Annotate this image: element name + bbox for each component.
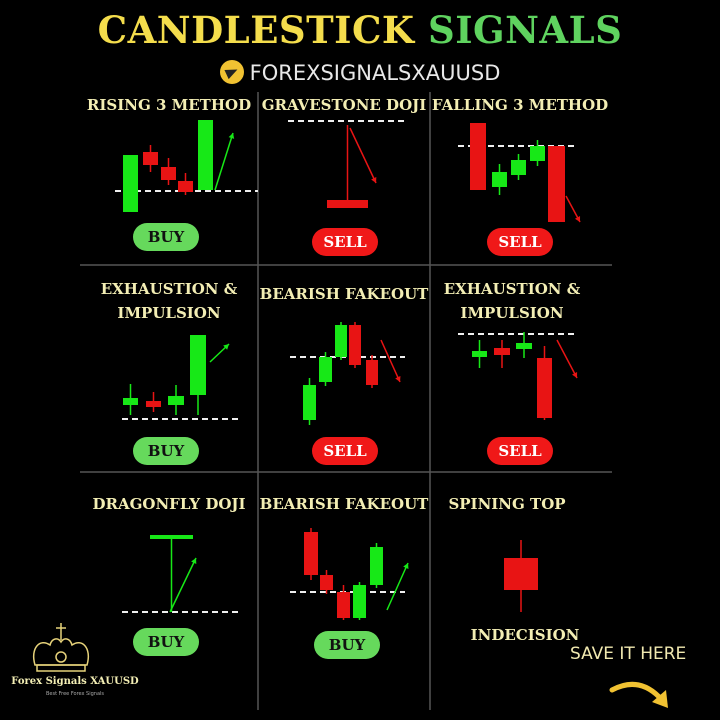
bearish-candle [548,146,565,222]
bearish-candle [146,401,161,407]
sell-badge: SELL [487,437,553,465]
bullish-candle [472,351,487,357]
trend-arrow [556,339,578,379]
bullish-candle [123,155,138,212]
page-title: CANDLESTICK SIGNALS [0,8,720,52]
pattern-title-exhaustion-2b: IMPULSION [460,304,564,322]
sell-badge: SELL [312,437,378,465]
bearish-candle [143,152,158,165]
buy-badge: BUY [133,223,199,251]
pattern-title-dragonfly: DRAGONFLY DOJI [92,495,246,513]
bearish-candle [178,181,193,192]
bearish-candle [366,360,378,385]
bearish-candle [337,592,350,618]
indecision-label: INDECISION [470,626,580,644]
bearish-candle [327,200,368,208]
arrow-head [228,133,235,139]
arrow-head [371,177,377,183]
buy-badge: BUY [133,437,199,465]
arrow-head [574,216,581,222]
sell-badge: SELL [312,228,378,256]
bullish-candle [198,120,213,190]
bullish-candle [511,160,526,175]
pattern-title-rising-3: RISING 3 METHOD [86,96,252,114]
arrow-head [403,563,409,569]
save-it-here-text: SAVE IT HERE [570,644,687,664]
bearish-candle [304,532,318,575]
bearish-candle [470,123,486,190]
bullish-candle [353,585,366,618]
telegram-icon [219,60,244,84]
bearish-candle [349,325,361,365]
bullish-candle [516,343,532,349]
arrow-head [572,372,578,378]
bullish-candle [123,398,138,405]
arrow-head [191,558,197,564]
title-part1: CANDLESTICK [97,8,415,52]
bearish-candle [537,358,552,418]
grid-lines [80,92,612,710]
bullish-candle [530,146,545,161]
pattern-title-exhaustion-1a: EXHAUSTION & [100,280,238,298]
bearish-candle [161,167,176,180]
pattern-title-bearish-fakeout-2: BEARISH FAKEOUT [259,495,429,513]
trend-arrow [386,562,409,611]
pattern-title-gravestone: GRAVESTONE DOJI [261,96,427,114]
bullish-candle [370,547,383,585]
trend-arrow [214,132,234,191]
bearish-candle [494,348,510,355]
pattern-title-spinning-top: SPINING TOP [448,495,566,513]
buy-badge: BUY [133,628,199,656]
bullish-candle [150,535,193,539]
bullish-candle [335,325,347,357]
arrow-head [395,376,401,382]
pattern-title-exhaustion-1b: IMPULSION [117,304,221,322]
pattern-title-falling-3: FALLING 3 METHOD [431,96,609,114]
bullish-candle [492,172,507,187]
trend-arrow [380,339,401,383]
bullish-candle [190,335,206,395]
handle-text: FOREXSIGNALSXAUUSD [249,61,501,85]
bullish-candle [303,385,316,420]
sell-badge: SELL [487,228,553,256]
trend-arrow [169,557,197,613]
bearish-candle [320,575,333,590]
bearish-candle [504,558,538,590]
brand-name: Forex Signals XAUUSD [11,676,139,687]
pattern-title-exhaustion-2a: EXHAUSTION & [443,280,581,298]
bullish-candle [168,396,184,405]
bullish-candle [319,357,332,382]
telegram-handle: FOREXSIGNALSXAUUSD [0,60,720,85]
trend-arrow [349,127,377,184]
brand-tagline: Best Free Forex Signals [45,691,105,697]
pattern-title-bearish-fakeout: BEARISH FAKEOUT [259,285,429,303]
arrow-head [223,344,229,350]
buy-badge: BUY [314,631,380,659]
title-part2: SIGNALS [427,8,623,52]
